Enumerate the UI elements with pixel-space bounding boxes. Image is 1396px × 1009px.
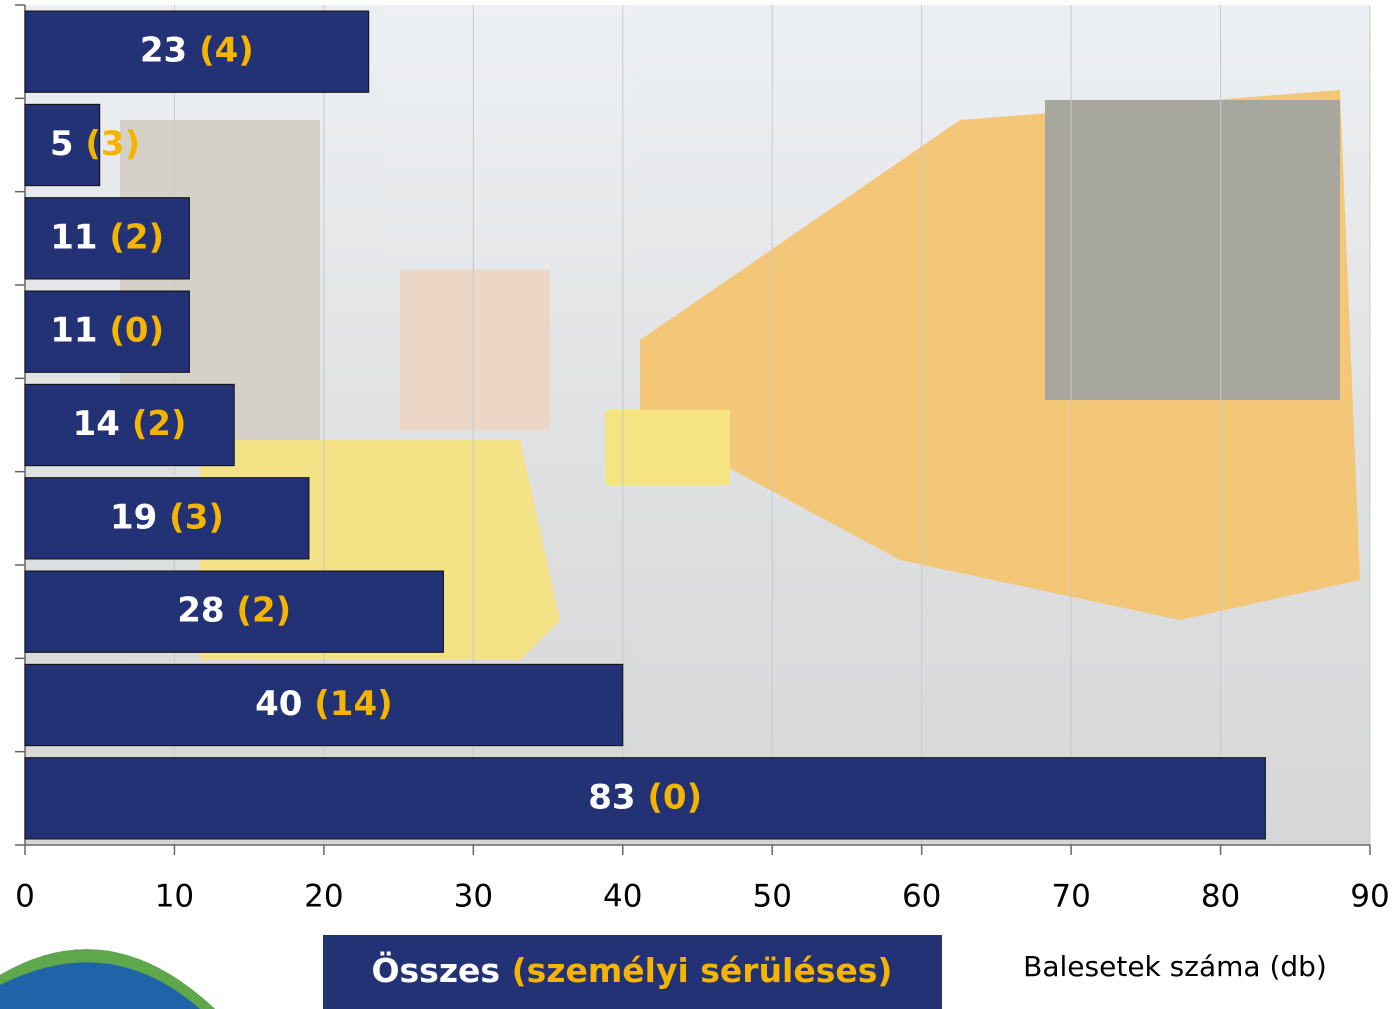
bar <box>24 10 370 93</box>
value-label: 11 <box>50 310 97 350</box>
value-label: 28 <box>177 590 224 630</box>
secondary-value-label: (4) <box>199 30 254 70</box>
value-label: 5 <box>50 124 74 164</box>
value-label: 40 <box>255 684 302 724</box>
data-label: 19 (3) <box>110 497 224 537</box>
x-tick-label: 40 <box>603 879 642 915</box>
x-tick-label: 60 <box>902 879 941 915</box>
data-label: 83 (0) <box>588 777 702 817</box>
bar <box>24 290 190 373</box>
data-label: 28 (2) <box>177 590 291 630</box>
legend-entry: Összes <box>371 950 500 990</box>
secondary-value-label: (3) <box>169 497 224 537</box>
bar <box>24 383 235 467</box>
legend-entry: (személyi sérüléses) <box>512 951 893 990</box>
secondary-value-label: (0) <box>109 310 164 350</box>
x-tick-label: 20 <box>304 879 343 915</box>
x-tick-label: 0 <box>15 879 35 915</box>
bar <box>24 570 444 653</box>
x-tick-label: 10 <box>155 879 194 915</box>
secondary-value-label: (14) <box>314 684 392 724</box>
legend: Összes (személyi sérüléses) <box>371 950 892 990</box>
x-tick-label: 30 <box>454 879 493 915</box>
photo-background <box>25 5 1370 845</box>
data-label: 11 (0) <box>50 310 164 350</box>
x-tick-label: 80 <box>1201 879 1240 915</box>
bar <box>24 477 310 560</box>
secondary-value-label: (3) <box>85 124 140 164</box>
data-label: 14 (2) <box>73 404 187 444</box>
value-label: 23 <box>140 30 187 70</box>
x-tick-label: 90 <box>1350 879 1389 915</box>
secondary-value-label: (2) <box>109 217 164 257</box>
x-axis-label: Balesetek száma (db) <box>1023 950 1327 983</box>
value-label: 14 <box>73 404 120 444</box>
x-tick-label: 50 <box>752 879 791 915</box>
bar <box>24 103 101 187</box>
secondary-value-label: (2) <box>132 404 187 444</box>
secondary-value-label: (0) <box>647 777 702 817</box>
value-label: 83 <box>588 777 635 817</box>
data-label: 40 (14) <box>255 684 393 724</box>
bar <box>24 197 190 280</box>
data-label: 5 (3) <box>50 124 140 164</box>
logo-swoosh-accent <box>0 949 215 1009</box>
bar <box>24 663 624 747</box>
value-label: 19 <box>110 497 157 537</box>
data-label: 23 (4) <box>140 30 254 70</box>
bar <box>24 757 1266 840</box>
x-tick-label: 70 <box>1051 879 1090 915</box>
legend-box <box>323 935 942 1009</box>
value-label: 11 <box>50 217 97 257</box>
secondary-value-label: (2) <box>236 590 291 630</box>
data-label: 11 (2) <box>50 217 164 257</box>
